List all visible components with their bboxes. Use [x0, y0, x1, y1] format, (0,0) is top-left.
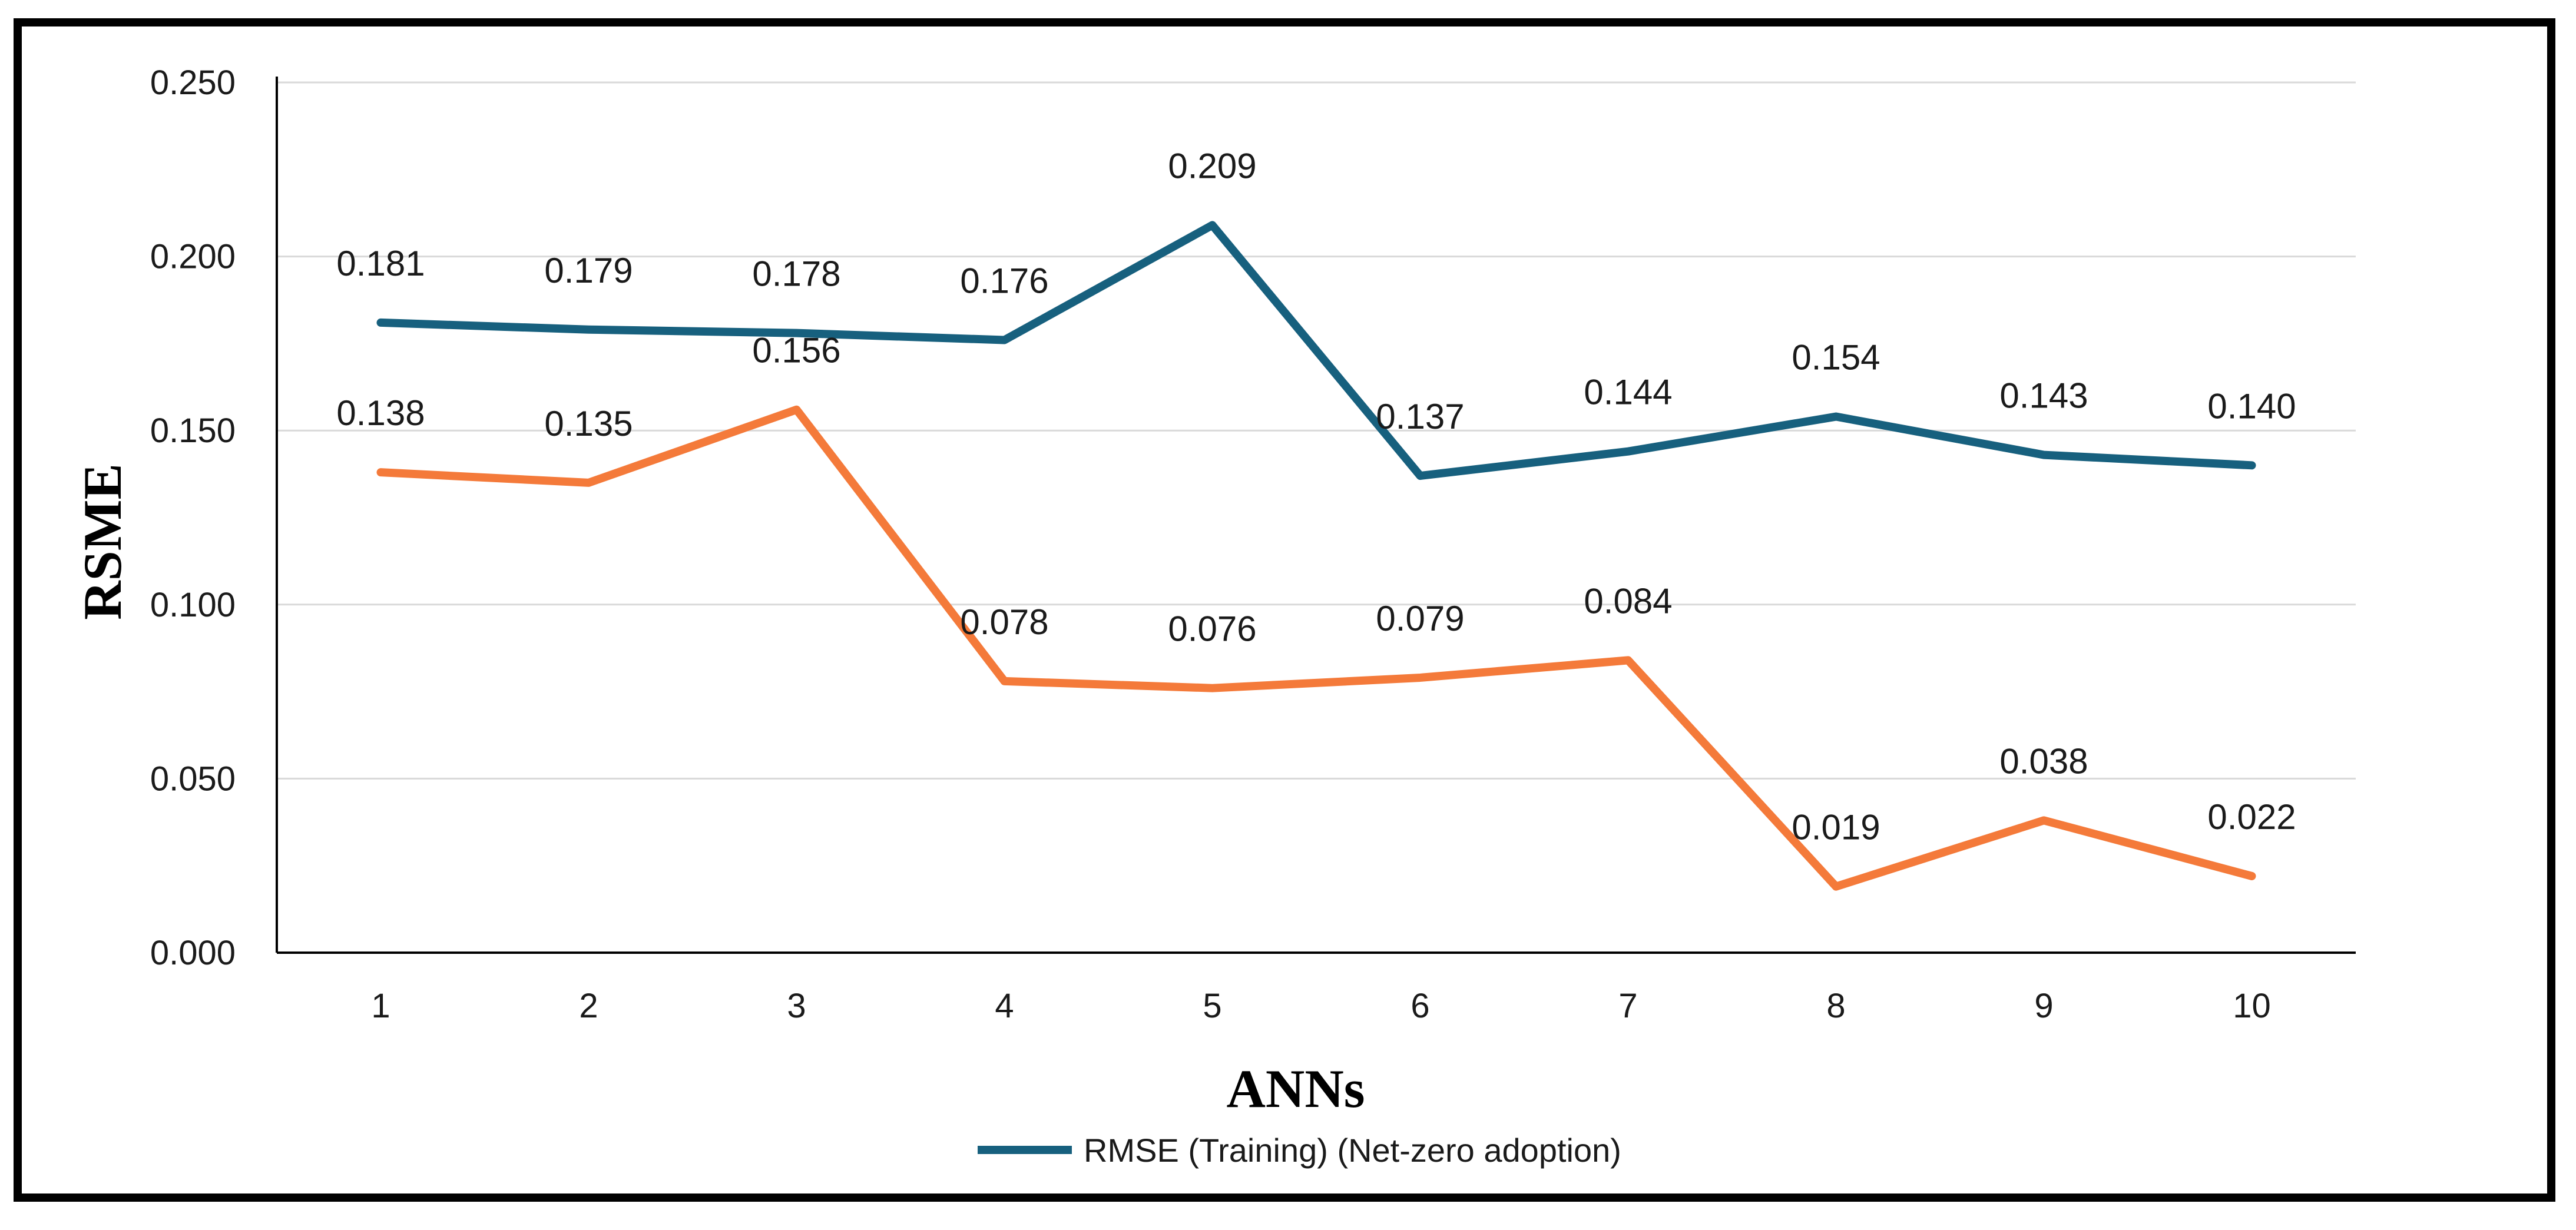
y-tick-label: 0.100: [150, 586, 236, 624]
data-label: 0.144: [1584, 373, 1672, 412]
series-line-second: [376, 405, 2256, 891]
y-axis-title: RSME: [72, 463, 133, 620]
x-axis-title: ANNs: [1226, 1059, 1365, 1119]
data-label: 0.178: [752, 254, 840, 294]
y-tick-label: 0.150: [150, 412, 236, 450]
x-tick-label: 4: [995, 987, 1014, 1025]
data-label: 0.135: [544, 404, 633, 443]
data-label: 0.076: [1168, 609, 1256, 649]
x-tick-label: 10: [2233, 987, 2271, 1025]
x-tick-label: 1: [371, 987, 390, 1025]
data-label: 0.140: [2207, 386, 2296, 426]
data-label: 0.079: [1376, 599, 1464, 638]
data-label: 0.019: [1792, 808, 1880, 847]
data-labels: 0.181 0.179 0.178 0.176 0.209 0.137 0.144 0.154…: [336, 146, 2296, 847]
legend: RMSE (Training) (Net-zero adoption): [978, 1132, 1621, 1169]
x-tick-label: 5: [1203, 987, 1221, 1025]
data-label: 0.138: [336, 393, 425, 433]
data-label: 0.022: [2207, 797, 2296, 837]
x-tick-label: 7: [1618, 987, 1637, 1025]
data-label: 0.143: [1999, 376, 2088, 416]
data-label: 0.084: [1584, 581, 1672, 621]
axes: 0.000 0.050 0.100 0.150 0.200 0.250 1 2 3 4 5 6 7 8 9 1…: [150, 64, 2356, 1025]
series-line-training: [376, 221, 2256, 480]
chart-border: [14, 18, 2555, 1202]
y-tick-label: 0.250: [150, 64, 236, 102]
data-label: 0.176: [960, 261, 1048, 300]
y-tick-label: 0.050: [150, 760, 236, 798]
gridlines: [277, 81, 2356, 780]
data-label: 0.156: [752, 331, 840, 370]
x-tick-label: 6: [1410, 987, 1429, 1025]
x-tick-label: 9: [2034, 987, 2053, 1025]
data-label: 0.154: [1792, 338, 1880, 377]
legend-label-training: RMSE (Training) (Net-zero adoption): [1084, 1132, 1621, 1169]
x-tick-label: 3: [787, 987, 806, 1025]
data-label: 0.078: [960, 602, 1048, 642]
data-label: 0.209: [1168, 146, 1256, 185]
data-label: 0.137: [1376, 397, 1464, 436]
x-tick-label: 2: [579, 987, 598, 1025]
data-label: 0.179: [544, 251, 633, 290]
y-tick-label: 0.000: [150, 934, 236, 972]
y-tick-label: 0.200: [150, 238, 236, 276]
series-lines: [376, 221, 2256, 891]
data-label: 0.038: [1999, 741, 2088, 781]
x-tick-label: 8: [1826, 987, 1845, 1025]
data-label: 0.181: [336, 244, 425, 283]
